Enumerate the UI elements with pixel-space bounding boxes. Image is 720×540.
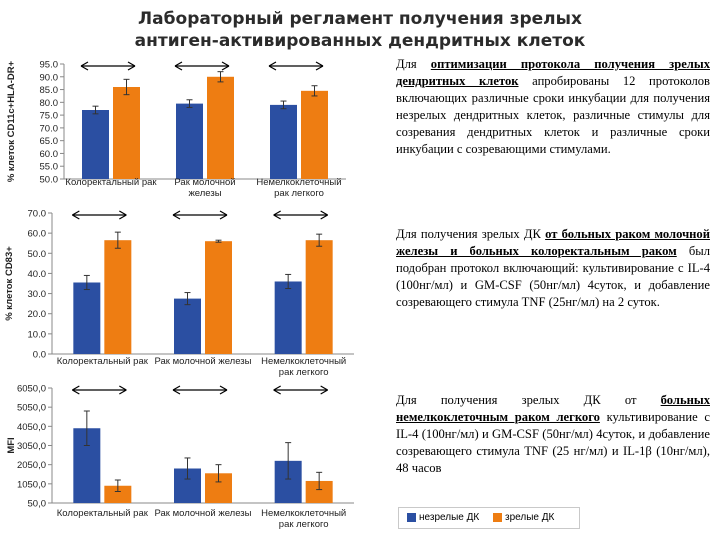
legend-item-mature: зрелые ДК xyxy=(493,512,554,523)
bar-mature xyxy=(305,480,333,503)
y-axis-label: MFI xyxy=(6,437,17,453)
arrow-head-left xyxy=(273,385,281,395)
y-tick-label: 10.0 xyxy=(28,329,47,340)
legend: незрелые ДК зрелые ДК xyxy=(398,507,580,529)
y-tick-label: 70.0 xyxy=(28,209,47,220)
p2-pre: Для получения зрелых ДК xyxy=(396,227,546,241)
bar-mature xyxy=(104,240,132,354)
p1-highlight: оптимизации протокола получения зрелых д… xyxy=(396,57,710,88)
p3-pre: Для получения зрелых ДК от xyxy=(396,393,661,407)
bar-mature xyxy=(104,485,132,503)
arrow-head-left xyxy=(273,210,281,220)
category-label: Рак молочной железы xyxy=(155,356,252,367)
category-label: Немелкоклеточный xyxy=(261,508,346,519)
category-label: Колоректальный рак xyxy=(57,508,149,519)
y-tick-label: 5050,0 xyxy=(17,403,46,414)
arrow-head-left xyxy=(72,210,80,220)
y-tick-label: 95.0 xyxy=(40,60,59,71)
y-tick-label: 85.0 xyxy=(40,85,59,96)
bar-immature xyxy=(274,281,302,354)
bar-immature xyxy=(270,104,297,179)
chart-cd11c-hla-dr: 50.0 55.0 60.0 65.0 70.075.0 80.0 85.0 90.095.0… xyxy=(6,60,346,199)
chart-cd83: 0.0 10.0 20.0 30.0 40.0 50.0 60.0 70.0 % клеток … xyxy=(4,209,354,378)
category-label: Колоректальный рак xyxy=(65,177,157,188)
paragraph-protocol-optimization: Для оптимизации протокола получения зрел… xyxy=(396,56,710,158)
y-tick-label: 60.0 xyxy=(28,229,47,240)
p2-post: был подобран протокол включающий: культи… xyxy=(396,244,710,309)
category-label: железы xyxy=(188,188,221,199)
bar-immature xyxy=(82,110,109,179)
category-label: Рак молочной железы xyxy=(155,508,252,519)
category-label: Колоректальный рак xyxy=(57,356,149,367)
y-tick-label: 0.0 xyxy=(33,350,46,361)
y-tick-label: 65.0 xyxy=(40,136,59,147)
paragraph-breast-colorectal: Для получения зрелых ДК от больных раком… xyxy=(396,226,710,311)
p1-post: апробированы 12 протоколов включающих ра… xyxy=(396,74,710,156)
y-tick-label: 50.0 xyxy=(40,175,59,186)
category-label: рак легкого xyxy=(274,188,324,199)
legend-label-mature: зрелые ДК xyxy=(505,512,555,523)
y-tick-label: 50,0 xyxy=(28,499,47,510)
y-axis-label: % клеток CD83+ xyxy=(4,246,15,321)
category-label: рак легкого xyxy=(279,367,329,378)
category-label: Рак молочной xyxy=(174,177,235,188)
y-tick-label: 1050,0 xyxy=(17,479,46,490)
arrow-head-left xyxy=(174,61,183,71)
y-tick-label: 3050,0 xyxy=(17,441,46,452)
y-tick-label: 40.0 xyxy=(28,269,47,280)
arrow-head-right xyxy=(219,210,228,220)
arrow-head-left xyxy=(268,61,277,71)
arrow-head-right xyxy=(127,61,136,71)
y-tick-label: 70.0 xyxy=(40,123,59,134)
legend-swatch-mature xyxy=(493,513,502,522)
bar-immature xyxy=(174,298,201,354)
category-label: Немелкоклеточный xyxy=(261,356,346,367)
legend-swatch-immature xyxy=(407,513,416,522)
chart-mfi: 50,0 1050,0 2050,0 3050,0 4050,0 5050,0 6050,0… xyxy=(6,384,354,530)
arrow-head-right xyxy=(119,385,127,395)
y-tick-label: 30.0 xyxy=(28,289,47,300)
y-tick-label: 60.0 xyxy=(40,149,59,160)
y-tick-label: 75.0 xyxy=(40,111,59,122)
arrow-head-right xyxy=(221,61,230,71)
y-tick-label: 80.0 xyxy=(40,98,59,109)
y-axis-label: % клеток CD11c+HLA-DR+ xyxy=(6,60,17,182)
arrow-head-left xyxy=(72,385,80,395)
bar-mature xyxy=(301,90,328,179)
arrow-head-left xyxy=(80,61,89,71)
y-tick-label: 6050,0 xyxy=(17,384,46,395)
p2-highlight: от больных раком молочной железы и больн… xyxy=(396,227,710,258)
arrow-head-left xyxy=(172,385,181,395)
page-title: Лабораторный регламент получения зрелых … xyxy=(0,8,720,52)
category-label: рак легкого xyxy=(279,519,329,530)
category-label: Немелкоклеточный xyxy=(256,177,341,188)
bar-mature xyxy=(305,240,333,354)
p3-post: культивирование с IL-4 (100нг/мл) и GM-C… xyxy=(396,410,710,475)
y-tick-label: 2050,0 xyxy=(17,460,46,471)
y-tick-label: 4050,0 xyxy=(17,422,46,433)
y-tick-label: 20.0 xyxy=(28,309,47,320)
y-tick-label: 55.0 xyxy=(40,162,59,173)
bar-mature xyxy=(113,87,140,179)
arrow-head-left xyxy=(172,210,181,220)
bar-immature xyxy=(176,103,203,179)
y-tick-label: 90.0 xyxy=(40,72,59,83)
legend-item-immature: незрелые ДК xyxy=(407,512,479,523)
bar-immature xyxy=(73,282,101,354)
legend-label-immature: незрелые ДК xyxy=(419,512,480,523)
bar-mature xyxy=(205,241,232,354)
p3-highlight: больных немелкоклеточным раком легкого xyxy=(396,393,710,424)
title-line-1: Лабораторный регламент получения зрелых xyxy=(138,9,582,29)
title-line-2: антиген-активированных дендритных клеток xyxy=(134,31,586,51)
y-tick-label: 50.0 xyxy=(28,249,47,260)
p1-pre: Для xyxy=(396,57,431,71)
paragraph-lung-cancer: Для получения зрелых ДК от больных немел… xyxy=(396,392,710,477)
arrow-head-right xyxy=(315,61,324,71)
arrow-head-right xyxy=(119,210,127,220)
arrow-head-right xyxy=(219,385,228,395)
arrow-head-right xyxy=(320,385,328,395)
bar-mature xyxy=(207,76,234,179)
arrow-head-right xyxy=(320,210,328,220)
